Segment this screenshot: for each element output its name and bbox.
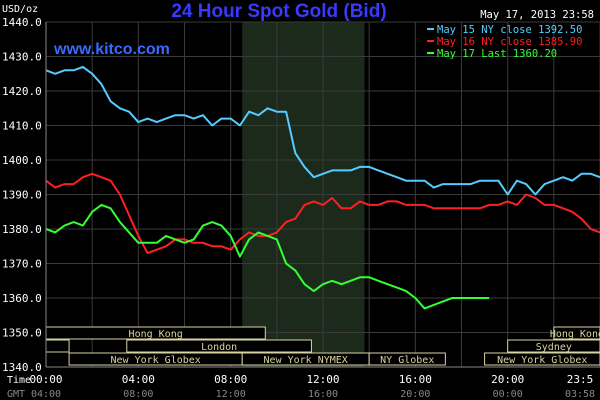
legend-entry: May 16 NY close 1385.90 [437,36,582,48]
y-tick-label: 1420.0 [2,85,42,98]
session-label: New York Globex [110,355,200,366]
x-tick-label: 04:00 [122,373,155,386]
y-tick-label: 1430.0 [2,51,42,64]
session-label: Sydney [536,342,572,353]
session-label: Hong Kong [129,329,183,340]
gmt-tick-label: 04:00 [31,389,61,400]
session-label: London [201,342,237,353]
gmt-tick-label: 03:58 [565,389,595,400]
gmt-label: GMT [7,389,25,400]
x-tick-label: 00:00 [29,373,62,386]
y-axis-label: USD/oz [2,4,38,15]
chart-title: 24 Hour Spot Gold (Bid) [171,1,386,22]
y-tick-label: 1410.0 [2,120,42,133]
y-tick-label: 1440.0 [2,16,42,29]
legend-entry: May 17 Last 1360.20 [437,48,557,60]
series-line [45,203,490,310]
gmt-tick-label: 20:00 [400,389,430,400]
gmt-tick-label: 16:00 [308,389,338,400]
x-tick-label: 08:00 [214,373,247,386]
session-label: Hong Kong [550,329,600,340]
x-tick-label: 20:00 [491,373,524,386]
session-label: NY Globex [380,355,434,366]
y-tick-label: 1380.0 [2,223,42,236]
series-line [45,172,600,255]
session-bar [368,352,446,366]
series-line [45,65,600,196]
price-series [45,65,600,310]
session-label: New York Globex [497,355,587,366]
gmt-tick-label: 08:00 [123,389,153,400]
y-tick-label: 1360.0 [2,292,42,305]
session-bar [484,352,600,366]
time-label: Time [7,375,31,386]
gmt-tick-label: 00:00 [493,389,523,400]
axes: 1440.0 1430.0 1420.0 1410.0 1400.0 1390.0 1380… [2,16,600,400]
x-tick-label: 12:00 [306,373,339,386]
x-tick-label: 23:5 [567,373,594,386]
gmt-tick-label: 12:00 [216,389,246,400]
x-tick-label: 16:00 [399,373,432,386]
session-bar [126,339,312,353]
y-tick-label: 1340.0 [2,361,42,374]
date-label: May 17, 2013 23:58 [480,9,594,21]
y-tick-label: 1390.0 [2,189,42,202]
legend-entry: May 15 NY close 1392.50 [437,24,582,36]
session-bar [45,339,70,353]
y-tick-label: 1350.0 [2,327,42,340]
watermark: www.kitco.com [53,41,170,58]
y-tick-label: 1400.0 [2,154,42,167]
market-sessions: Hong Kong Hong Kong London Sydney New York G… [45,326,600,366]
y-tick-label: 1370.0 [2,258,42,271]
session-label: New York NYMEX [264,355,348,366]
